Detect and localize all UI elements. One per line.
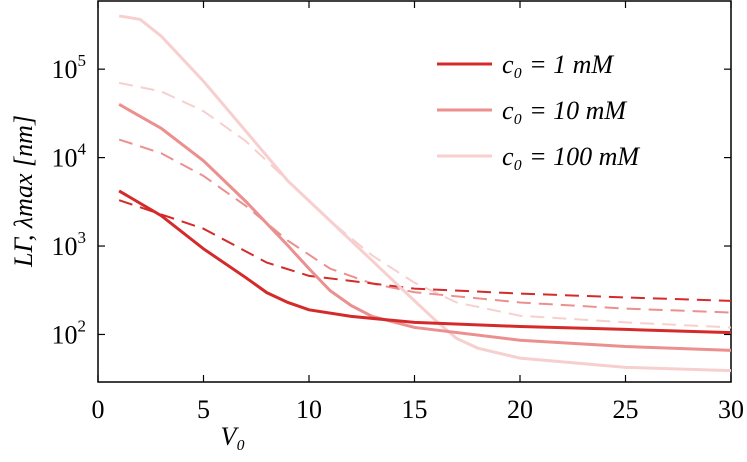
legend-label: c₀ = 10 mM: [502, 96, 627, 125]
plot-frame: [97, 0, 732, 383]
y-tick-label: 102: [52, 316, 87, 349]
x-tick-label: 20: [507, 395, 533, 424]
x-tick-label: 10: [296, 395, 322, 424]
y-tick-label: 103: [52, 228, 87, 261]
dashed-line: [118, 81, 732, 329]
y-tick-label: 104: [52, 140, 87, 173]
y-tick-exponent: 5: [78, 51, 87, 70]
dashed-line: [118, 138, 732, 314]
y-axis-label: LΓ, λmax [nm]: [9, 115, 38, 268]
line: [118, 103, 732, 352]
x-axis-label: V₀: [221, 422, 246, 451]
y-tick-exponent: 4: [78, 140, 87, 159]
legend-label: c₀ = 1 mM: [502, 50, 614, 79]
y-tick-exponent: 2: [78, 316, 87, 335]
line: [118, 189, 732, 335]
y-tick-base: 10: [52, 55, 78, 84]
x-tick-label: 25: [613, 395, 639, 424]
x-tick-label: 30: [718, 395, 744, 424]
y-tick-label: 105: [52, 51, 87, 84]
y-tick-base: 10: [52, 320, 78, 349]
y-tick-base: 10: [52, 232, 78, 261]
x-tick-label: 15: [402, 395, 428, 424]
y-tick-exponent: 3: [78, 228, 87, 247]
x-tick-label: 5: [197, 395, 210, 424]
x-tick-label: 0: [92, 395, 105, 424]
legend-label: c₀ = 100 mM: [502, 142, 640, 171]
y-tick-base: 10: [52, 144, 78, 173]
dashed-line: [118, 199, 732, 302]
line: [118, 14, 732, 373]
